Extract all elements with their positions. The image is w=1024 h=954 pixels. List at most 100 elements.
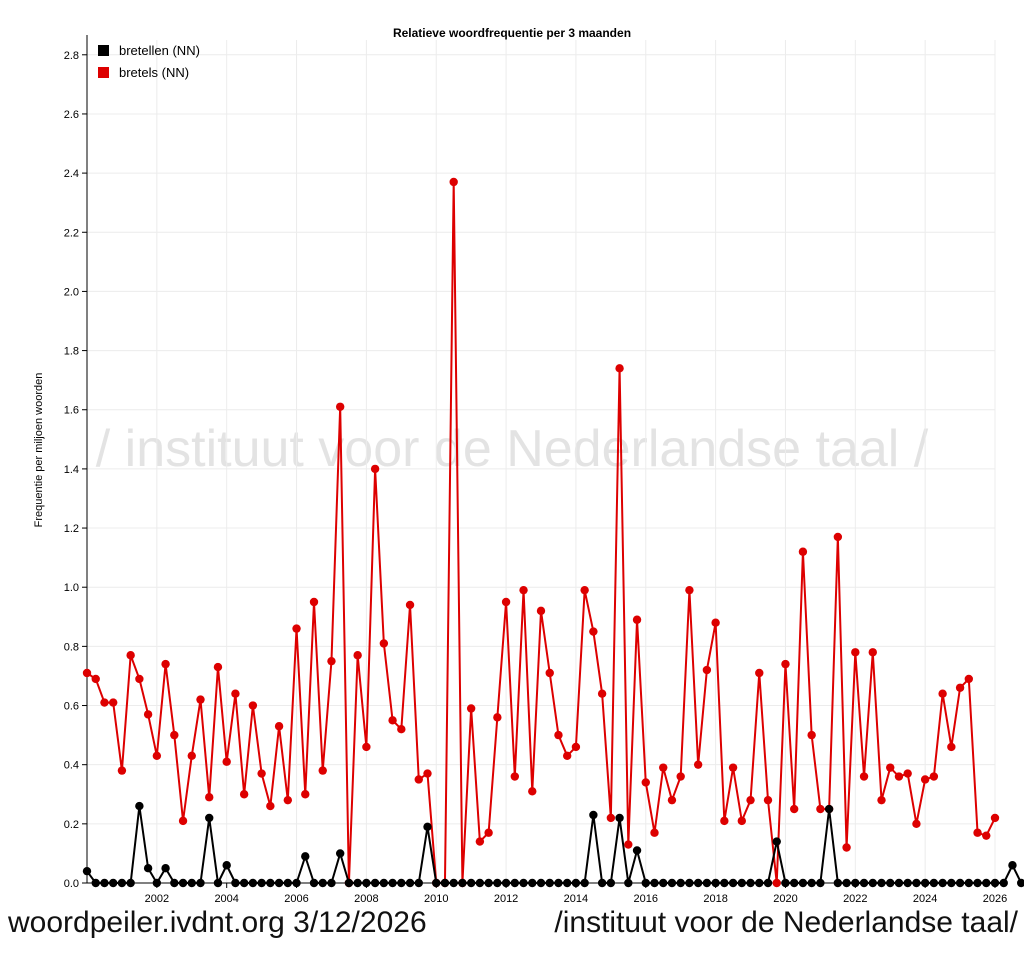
data-point-bretels (606, 813, 616, 823)
data-point-bretels (720, 816, 729, 826)
data-point-bretellen (720, 878, 729, 888)
y-tick-label: 0.4 (64, 760, 79, 772)
data-point-bretellen (91, 878, 100, 888)
x-tick-label: 2024 (913, 893, 937, 905)
data-point-bretellen (711, 878, 720, 888)
data-point-bretellen (746, 878, 755, 888)
data-point-bretellen (274, 878, 284, 888)
data-point-bretellen (859, 878, 869, 888)
data-point-bretellen (301, 852, 310, 861)
data-point-bretels (370, 464, 380, 474)
data-point-bretellen (519, 878, 528, 888)
data-point-bretellen (82, 866, 92, 876)
footer-source: woordpeiler.ivdnt.org 3/12/2026 (8, 906, 427, 939)
data-point-bretels (920, 775, 930, 784)
data-point-bretels (196, 695, 205, 704)
data-point-bretels (763, 795, 773, 805)
data-point-bretellen (475, 878, 485, 888)
data-point-bretellen (536, 878, 546, 888)
data-point-bretels (615, 364, 624, 373)
data-point-bretellen (100, 878, 109, 888)
data-point-bretels (781, 659, 790, 669)
data-point-bretellen (650, 878, 659, 888)
data-point-bretellen (458, 878, 467, 888)
data-point-bretels (335, 402, 345, 411)
data-point-bretellen (510, 878, 520, 888)
data-point-bretels (868, 648, 877, 657)
data-point-bretels (423, 769, 432, 778)
data-point-bretels (798, 547, 808, 556)
data-point-bretels (903, 769, 912, 778)
data-point-bretels (807, 730, 816, 740)
data-point-bretellen (571, 878, 581, 888)
data-point-bretels (108, 698, 118, 707)
data-point-bretels (100, 698, 109, 707)
data-point-bretellen (239, 878, 249, 888)
data-point-bretellen (912, 878, 921, 888)
data-point-bretellen (283, 878, 293, 888)
data-point-bretellen (990, 878, 1000, 888)
data-point-bretellen (851, 878, 860, 888)
series-line-bretels (86, 180, 996, 884)
y-tick-label: 0.6 (64, 701, 79, 713)
data-point-bretels (632, 615, 642, 624)
data-point-bretels (650, 828, 659, 837)
data-point-bretellen (196, 878, 205, 888)
data-point-bretels (562, 751, 572, 761)
data-point-bretels (82, 668, 92, 678)
data-point-bretellen (676, 878, 685, 888)
y-tick-label: 1.0 (64, 582, 79, 594)
data-point-bretels (772, 878, 781, 888)
data-point-bretels (851, 648, 860, 657)
data-point-bretels (833, 532, 843, 542)
data-point-bretels (737, 816, 747, 826)
data-point-bretellen (370, 878, 380, 888)
y-tick-label: 1.4 (64, 464, 79, 476)
data-point-bretels (222, 757, 231, 766)
data-point-bretellen (222, 861, 231, 870)
data-point-bretellen (728, 878, 738, 888)
data-point-bretels (257, 769, 266, 778)
data-point-bretels (842, 843, 851, 852)
legend-label-bretellen: bretellen (NN) (119, 43, 200, 58)
data-point-bretellen (824, 804, 834, 814)
data-point-bretels (493, 713, 502, 722)
data-point-bretellen (484, 878, 493, 888)
watermark-text: / instituut voor de Nederlandse taal / (96, 420, 929, 478)
data-point-bretellen (501, 878, 511, 888)
x-tick-label: 2026 (983, 893, 1007, 905)
data-point-bretels (362, 742, 371, 752)
data-point-bretels (947, 742, 956, 752)
data-point-bretellen (693, 878, 703, 888)
data-point-bretels (964, 674, 974, 684)
data-point-bretellen (309, 878, 319, 888)
data-point-bretels (405, 600, 415, 610)
data-point-bretels (152, 751, 162, 761)
data-point-bretels (309, 597, 319, 607)
data-point-bretels (789, 804, 799, 814)
data-point-bretels (519, 585, 528, 595)
y-tick-label: 2.2 (64, 227, 79, 239)
y-tick-label: 0.8 (64, 641, 79, 653)
grid (87, 40, 996, 884)
data-point-bretels (728, 763, 738, 772)
data-point-bretellen (554, 878, 563, 888)
data-point-bretellen (807, 878, 816, 888)
x-tick-label: 2018 (703, 893, 727, 905)
data-point-bretellen (108, 878, 118, 888)
data-point-bretellen (248, 878, 258, 888)
data-point-bretellen (886, 878, 895, 888)
data-point-bretellen (973, 878, 982, 888)
data-point-bretels (746, 795, 755, 805)
data-point-bretels (580, 585, 589, 595)
data-point-bretels (990, 813, 1000, 823)
data-point-bretellen (353, 878, 362, 888)
data-point-bretellen (318, 878, 327, 888)
data-point-bretellen (257, 878, 266, 888)
data-point-bretels (266, 801, 275, 811)
data-point-bretels (475, 837, 485, 846)
data-point-bretels (938, 689, 947, 698)
data-point-bretels (91, 674, 100, 684)
data-point-bretels (187, 751, 196, 761)
data-point-bretels (982, 831, 991, 840)
